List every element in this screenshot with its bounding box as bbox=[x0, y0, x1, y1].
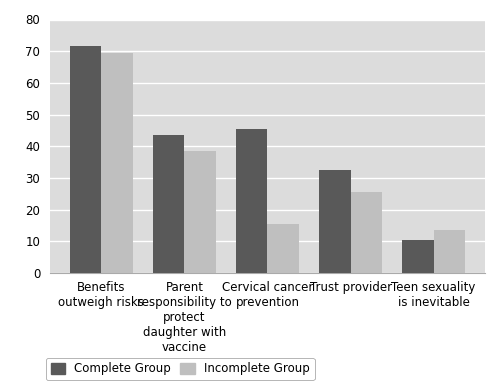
Bar bbox=[402, 240, 434, 273]
Bar bbox=[70, 46, 102, 273]
Bar bbox=[153, 135, 184, 273]
Bar bbox=[434, 230, 465, 273]
Bar bbox=[102, 53, 133, 273]
Bar bbox=[350, 192, 382, 273]
Bar bbox=[236, 129, 268, 273]
Bar bbox=[268, 224, 299, 273]
Bar bbox=[319, 170, 350, 273]
Legend: Complete Group, Incomplete Group: Complete Group, Incomplete Group bbox=[46, 358, 314, 380]
Bar bbox=[184, 151, 216, 273]
